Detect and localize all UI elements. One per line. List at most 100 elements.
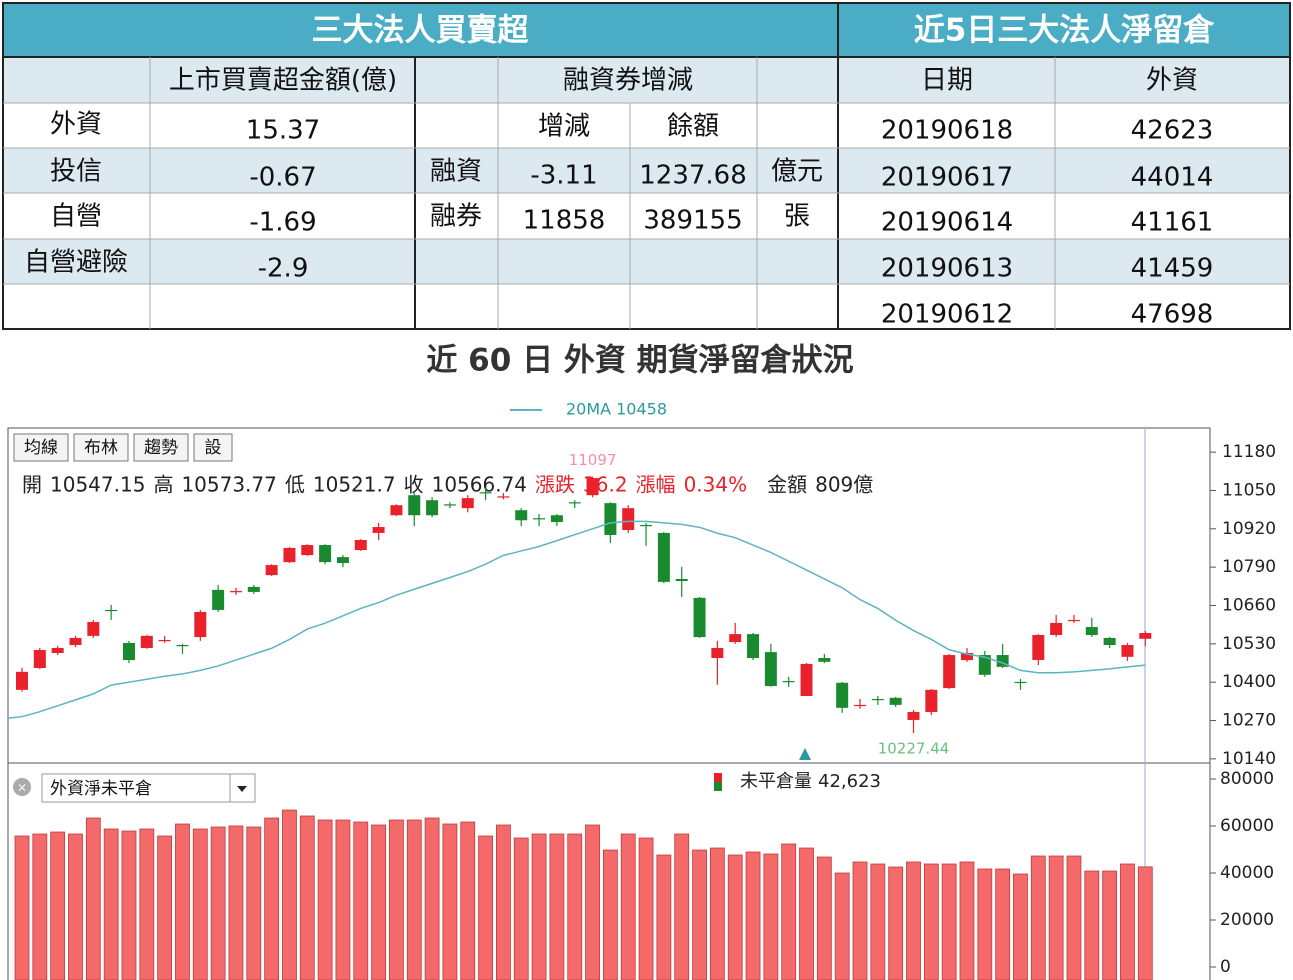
table-cell: 41459 bbox=[1131, 254, 1214, 284]
y-tick-label: 60000 bbox=[1220, 816, 1274, 836]
y-tick-label: 10270 bbox=[1222, 711, 1276, 731]
info-text: 0.34% bbox=[684, 473, 748, 497]
bar bbox=[923, 863, 939, 980]
candle-body bbox=[800, 663, 813, 697]
candle-body bbox=[764, 652, 777, 687]
candle-body bbox=[336, 557, 349, 564]
bar bbox=[656, 854, 672, 980]
bar bbox=[977, 868, 993, 980]
table-cell: 11858 bbox=[523, 206, 606, 236]
toolbar-button[interactable] bbox=[133, 433, 189, 462]
table-cell: -0.67 bbox=[249, 163, 316, 193]
table-cell: 20190614 bbox=[881, 208, 1013, 238]
info-text: 高 bbox=[153, 473, 173, 497]
bar bbox=[317, 819, 333, 980]
bar bbox=[1084, 870, 1100, 980]
svg-text:×: × bbox=[17, 781, 27, 795]
table-cell: 20190613 bbox=[881, 254, 1013, 284]
table-cell: 億元 bbox=[771, 157, 823, 187]
toolbar-button[interactable] bbox=[13, 433, 69, 462]
info-text: 10547.15 bbox=[50, 473, 145, 497]
bar bbox=[139, 828, 155, 980]
candle-body bbox=[265, 565, 278, 576]
bar bbox=[1120, 863, 1135, 980]
bar bbox=[14, 835, 30, 980]
charts: 10140 10270 10400 10530 10660 10790 10920 11050… bbox=[7, 400, 1276, 980]
table-cell: 投信 bbox=[50, 157, 102, 187]
table-cell: 15.37 bbox=[246, 116, 320, 146]
toolbar-button[interactable] bbox=[193, 433, 233, 462]
y-tick-label: 10400 bbox=[1222, 672, 1276, 692]
toolbar-button[interactable] bbox=[73, 433, 129, 462]
header-bg bbox=[3, 3, 1290, 57]
bar bbox=[1066, 855, 1082, 980]
y-tick-label: 10920 bbox=[1222, 519, 1276, 539]
candle-body bbox=[604, 503, 617, 536]
bar bbox=[745, 851, 761, 980]
bar bbox=[460, 821, 476, 980]
section-title: 近 60 日 外資 期貨淨留倉狀況 bbox=[426, 343, 853, 379]
candle-body bbox=[960, 652, 973, 661]
bar bbox=[906, 861, 921, 980]
candle-body bbox=[176, 645, 189, 647]
bar bbox=[799, 847, 814, 980]
bar bbox=[513, 837, 529, 980]
table-cell: 44014 bbox=[1131, 163, 1214, 193]
bar bbox=[567, 833, 583, 980]
column-header: 外資 bbox=[1146, 66, 1198, 96]
info-text: 金額 bbox=[767, 473, 807, 497]
info-text: 10521.7 bbox=[313, 473, 396, 497]
toolbar-label: 布林 bbox=[84, 438, 118, 458]
candle-body bbox=[1103, 637, 1116, 646]
candle-body bbox=[978, 655, 991, 675]
candle-body bbox=[497, 496, 510, 498]
table-cell: 47698 bbox=[1131, 300, 1214, 330]
candle-body bbox=[1067, 619, 1080, 622]
bar bbox=[246, 826, 262, 980]
bar bbox=[1013, 873, 1028, 980]
bar bbox=[620, 833, 636, 980]
y-tick-label: 80000 bbox=[1220, 769, 1274, 789]
candle-body bbox=[1014, 681, 1027, 684]
bar bbox=[995, 868, 1011, 980]
table-cell: 20190612 bbox=[881, 300, 1013, 330]
candle-body bbox=[354, 540, 367, 551]
bar bbox=[763, 853, 779, 980]
table-cell: 20190617 bbox=[881, 163, 1013, 193]
candle-body bbox=[889, 697, 902, 705]
bar bbox=[282, 809, 297, 980]
candle-body bbox=[996, 655, 1009, 667]
bar bbox=[549, 833, 565, 980]
column-header: 上市買賣超金額(億) bbox=[169, 66, 397, 96]
bar bbox=[602, 849, 618, 980]
y-tick-label: 20000 bbox=[1220, 910, 1274, 930]
bar bbox=[888, 866, 904, 980]
table-cell: 自營 bbox=[50, 202, 102, 232]
candle-body bbox=[657, 532, 670, 582]
candle-body bbox=[711, 647, 724, 658]
table-cell: 外資 bbox=[50, 110, 102, 140]
candle-body bbox=[319, 545, 332, 563]
candle-body bbox=[747, 634, 760, 658]
legend-label: 未平倉量 bbox=[740, 771, 812, 792]
candle-body bbox=[836, 682, 849, 708]
candle-body bbox=[33, 650, 46, 669]
candle-body bbox=[283, 547, 296, 563]
candle-body bbox=[782, 681, 795, 683]
summary-table: 三大法人買賣超 近5日三大法人淨留倉 上市買賣超金額(億) 融資券增減 增減 餘… bbox=[2, 2, 1291, 330]
table-lines bbox=[2, 2, 1291, 330]
candle-body bbox=[87, 622, 100, 636]
bar bbox=[335, 819, 351, 980]
info-text: 漲跌 bbox=[535, 473, 575, 497]
y-tick-label: 11050 bbox=[1222, 480, 1276, 500]
toolbar-label: 均線 bbox=[24, 438, 58, 458]
candle-body bbox=[925, 689, 938, 712]
bar bbox=[941, 863, 957, 980]
bar bbox=[157, 835, 173, 980]
table-cell: 389155 bbox=[643, 206, 742, 236]
candle-body bbox=[212, 589, 225, 610]
bar bbox=[781, 843, 797, 980]
table-cell: 1237.68 bbox=[639, 161, 747, 191]
candle-body bbox=[247, 586, 260, 592]
candle-body bbox=[533, 518, 546, 520]
